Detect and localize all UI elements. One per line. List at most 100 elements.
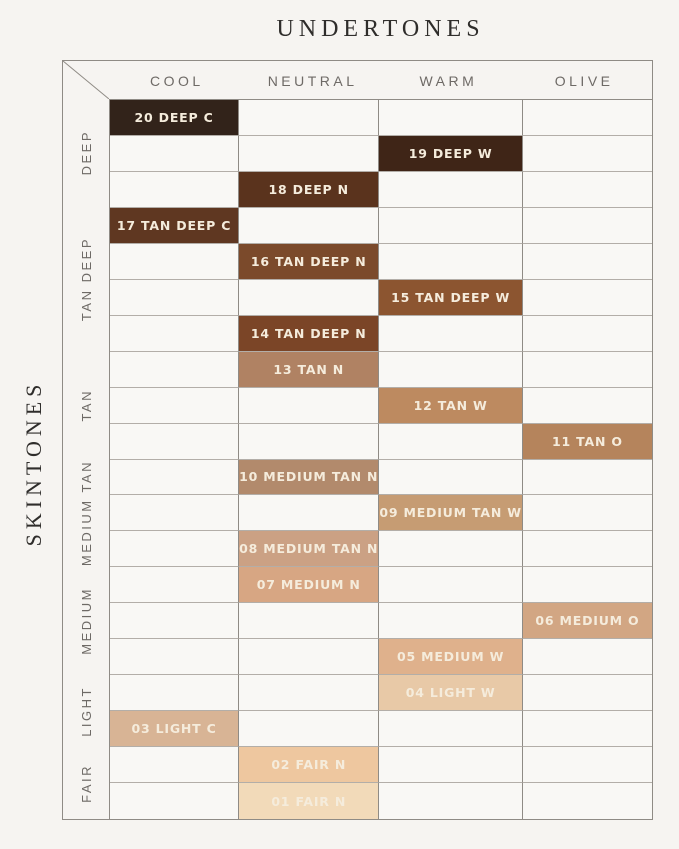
empty-grid-cell [523,783,652,819]
skintone-group-section: DEEP [63,99,109,207]
shade-swatch: 02 FAIR N [239,747,380,784]
empty-grid-cell [239,495,380,532]
empty-grid-cell [522,316,652,352]
shade-swatch: 04 LIGHT W [379,675,523,712]
skintone-group-label: MEDIUM TAN [78,459,94,567]
empty-grid-cell [110,243,240,280]
undertone-column-header: COOL [150,73,204,89]
empty-grid-cell [110,423,240,460]
shade-swatch: 06 MEDIUM O [522,603,652,640]
undertone-column-header: NEUTRAL [267,73,358,89]
empty-grid-cell [379,531,523,568]
shade-label: 03 LIGHT C [131,721,217,737]
shade-matrix-table: COOL NEUTRAL WARM OLIVE DEEP TAN DEEP TAN MEDI… [62,60,653,820]
empty-grid-cell [379,243,523,280]
empty-grid-cell [110,783,240,819]
table-corner [63,61,109,99]
empty-grid-cell [522,388,652,424]
shade-label: 04 LIGHT W [405,685,496,701]
shade-grid: 20 DEEP C 19 DEEP W 18 DEEP N 17 TAN DEEP C… [109,99,652,819]
shade-swatch: 20 DEEP C [110,100,240,136]
empty-grid-cell [239,603,380,640]
shade-swatch: 15 TAN DEEP W [379,279,523,316]
shade-swatch: 03 LIGHT C [110,711,240,748]
empty-grid-cell [522,567,652,604]
undertone-column-header: OLIVE [554,73,614,89]
empty-grid-cell [379,423,523,460]
skintone-group-section: LIGHT [63,675,109,747]
empty-grid-cell [522,495,652,532]
empty-grid-cell [522,280,652,316]
shade-label: 05 MEDIUM W [396,649,505,665]
shade-swatch: 12 TAN W [379,387,523,424]
shade-label: 15 TAN DEEP W [391,289,511,305]
empty-grid-cell [239,711,380,748]
empty-grid-cell [239,675,380,712]
skintone-group-label: TAN [78,388,94,422]
empty-grid-cell [522,352,652,388]
shade-label: 16 TAN DEEP N [250,253,367,269]
skintone-group-label: LIGHT [78,685,94,737]
shade-label: 17 TAN DEEP C [116,217,232,233]
empty-grid-cell [110,567,240,604]
empty-grid-cell [239,423,380,460]
empty-grid-cell [379,100,523,136]
shade-label: 19 DEEP W [408,145,493,161]
skintone-group-section: MEDIUM [63,567,109,675]
skintone-group-label: TAN DEEP [78,236,94,322]
empty-grid-cell [110,531,240,568]
shade-label: 14 TAN DEEP N [250,325,367,341]
undertones-axis-title: UNDERTONES [276,16,485,42]
undertone-column-headers: COOL NEUTRAL WARM OLIVE [109,61,652,99]
shade-swatch: 14 TAN DEEP N [239,315,380,352]
empty-grid-cell [239,387,380,424]
skintone-group-label: MEDIUM [78,587,94,655]
empty-grid-cell [239,135,380,172]
empty-grid-cell [522,460,652,496]
shade-swatch: 18 DEEP N [239,171,380,208]
shade-label: 12 TAN W [413,397,488,413]
empty-grid-cell [110,135,240,172]
empty-grid-cell [379,171,523,208]
empty-grid-cell [379,315,523,352]
shade-label: 13 TAN N [273,361,345,377]
empty-grid-cell [522,531,652,568]
empty-grid-cell [239,207,380,244]
shade-label: 08 MEDIUM TAN N [239,541,379,557]
shade-label: 02 FAIR N [271,757,347,773]
shade-swatch: 01 FAIR N [239,783,380,819]
shade-label: 09 MEDIUM TAN W [379,505,522,521]
empty-grid-cell [379,207,523,244]
empty-grid-cell [379,567,523,604]
empty-grid-cell [522,675,652,712]
empty-grid-cell [522,244,652,280]
shade-label: 01 FAIR N [271,793,347,809]
shade-swatch: 17 TAN DEEP C [110,207,240,244]
empty-grid-cell [522,208,652,244]
skintone-group-section: TAN [63,351,109,459]
shade-label: 18 DEEP N [268,181,349,197]
skintone-row-group-labels: DEEP TAN DEEP TAN MEDIUM TAN MEDIUM LIGHT FAIR [63,99,109,819]
empty-grid-cell [110,387,240,424]
empty-grid-cell [379,747,523,784]
empty-grid-cell [239,639,380,676]
empty-grid-cell [379,459,523,496]
empty-grid-cell [239,279,380,316]
empty-grid-cell [110,171,240,208]
shade-swatch: 16 TAN DEEP N [239,243,380,280]
skintone-group-section: MEDIUM TAN [63,459,109,567]
empty-grid-cell [110,351,240,388]
empty-grid-cell [110,495,240,532]
shade-label: 07 MEDIUM N [256,577,361,593]
empty-grid-cell [110,603,240,640]
shade-swatch: 19 DEEP W [379,135,523,172]
shade-swatch: 13 TAN N [239,351,380,388]
empty-grid-cell [379,711,523,748]
empty-grid-cell [379,603,523,640]
empty-grid-cell [379,783,523,819]
shade-swatch: 07 MEDIUM N [239,567,380,604]
empty-grid-cell [110,279,240,316]
empty-grid-cell [110,315,240,352]
shade-swatch: 11 TAN O [522,423,652,460]
